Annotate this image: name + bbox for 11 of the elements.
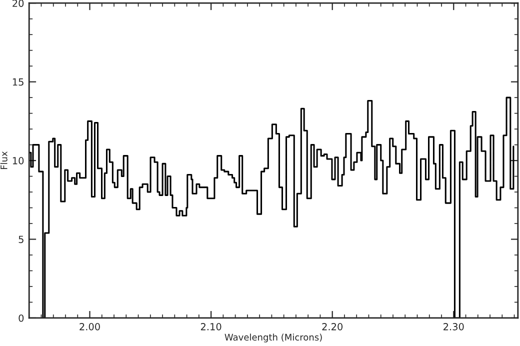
y-tick-label: 5 <box>18 236 24 244</box>
y-tick-label: 10 <box>12 157 24 164</box>
x-tick-label: 2.10 <box>200 323 222 330</box>
y-tick-label: 20 <box>12 0 24 7</box>
y-tick-label: 15 <box>12 78 24 86</box>
x-axis-title: Wavelength (Microns) <box>224 334 322 342</box>
x-tick-label: 2.20 <box>322 323 343 330</box>
x-tick-label: 2.00 <box>80 323 100 330</box>
y-tick-label: 0 <box>18 314 24 322</box>
y-axis-title: Flux <box>0 151 8 170</box>
x-tick-label: 2.30 <box>444 323 464 330</box>
